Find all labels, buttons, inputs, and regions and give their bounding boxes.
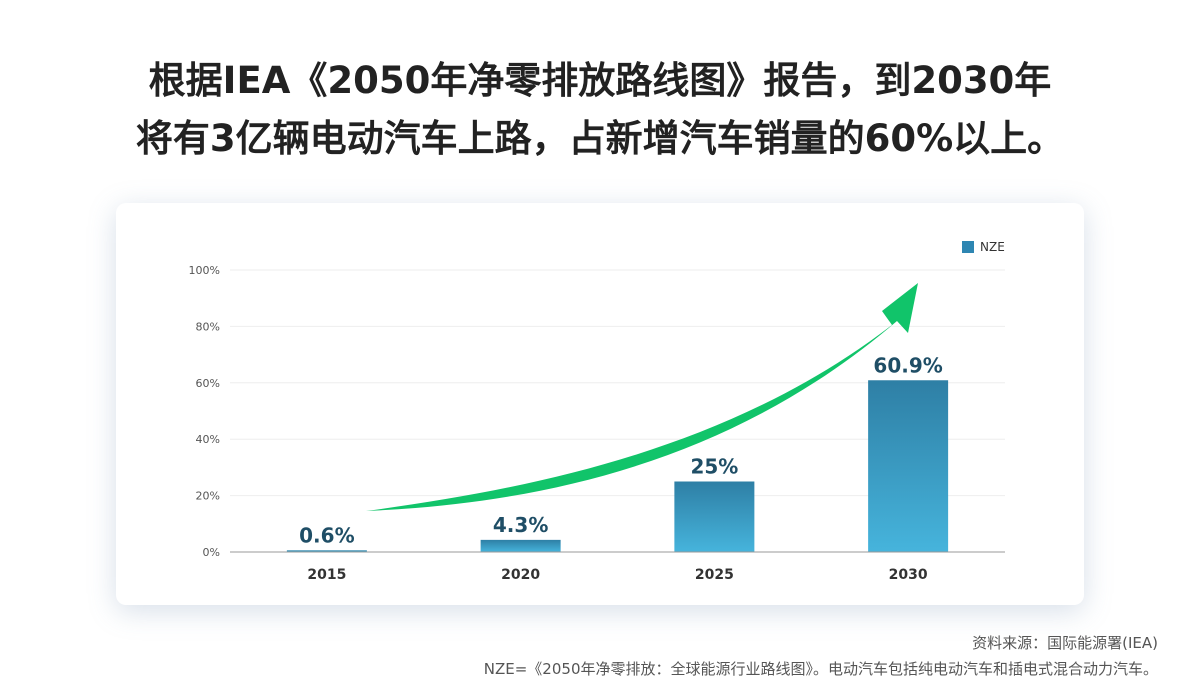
trend-arrow xyxy=(366,283,918,511)
data-label: 4.3% xyxy=(493,513,548,537)
y-tick-label: 0% xyxy=(203,546,220,559)
data-label: 0.6% xyxy=(299,523,354,547)
headline-line-1: 根据IEA《2050年净零排放路线图》报告，到2030年 xyxy=(148,59,1052,102)
bar xyxy=(286,550,367,552)
x-tick-label: 2020 xyxy=(501,567,540,583)
y-tick-label: 60% xyxy=(196,377,220,390)
data-label: 25% xyxy=(690,455,738,479)
y-tick-label: 100% xyxy=(189,264,220,277)
y-tick-label: 80% xyxy=(196,320,220,333)
bars xyxy=(286,380,949,552)
headline-line-2: 将有3亿辆电动汽车上路，占新增汽车销量的60%以上。 xyxy=(135,117,1065,160)
definition-note: NZE=《2050年净零排放：全球能源行业路线图》。电动汽车包括纯电动汽车和插电… xyxy=(483,660,1158,678)
source-note: 资料来源：国际能源署(IEA) xyxy=(972,634,1158,652)
chart-card: 0% 20% 40% 60% 80% 100% 0.6% 4.3% 25% 60.9% 2015… xyxy=(116,203,1084,605)
bar xyxy=(674,481,755,552)
legend-swatch-nze xyxy=(962,241,974,253)
data-label: 60.9% xyxy=(873,353,942,377)
data-labels: 0.6% 4.3% 25% 60.9% xyxy=(299,353,943,547)
x-tick-label: 2030 xyxy=(889,567,928,583)
y-tick-label: 20% xyxy=(196,490,220,503)
headline: 根据IEA《2050年净零排放路线图》报告，到2030年 将有3亿辆电动汽车上路… xyxy=(0,52,1200,168)
x-axis-ticks: 2015 2020 2025 2030 xyxy=(307,567,927,583)
ev-sales-share-chart: 0% 20% 40% 60% 80% 100% 0.6% 4.3% 25% 60.9% 2015… xyxy=(189,240,1005,583)
y-axis-ticks: 0% 20% 40% 60% 80% 100% xyxy=(189,264,220,559)
trend-arrow-layer xyxy=(366,283,918,511)
x-tick-label: 2015 xyxy=(307,567,346,583)
x-tick-label: 2025 xyxy=(695,567,734,583)
bar xyxy=(868,380,949,552)
y-tick-label: 40% xyxy=(196,433,220,446)
bar xyxy=(480,539,561,552)
legend-label-nze: NZE xyxy=(980,240,1005,254)
legend: NZE xyxy=(962,240,1005,254)
